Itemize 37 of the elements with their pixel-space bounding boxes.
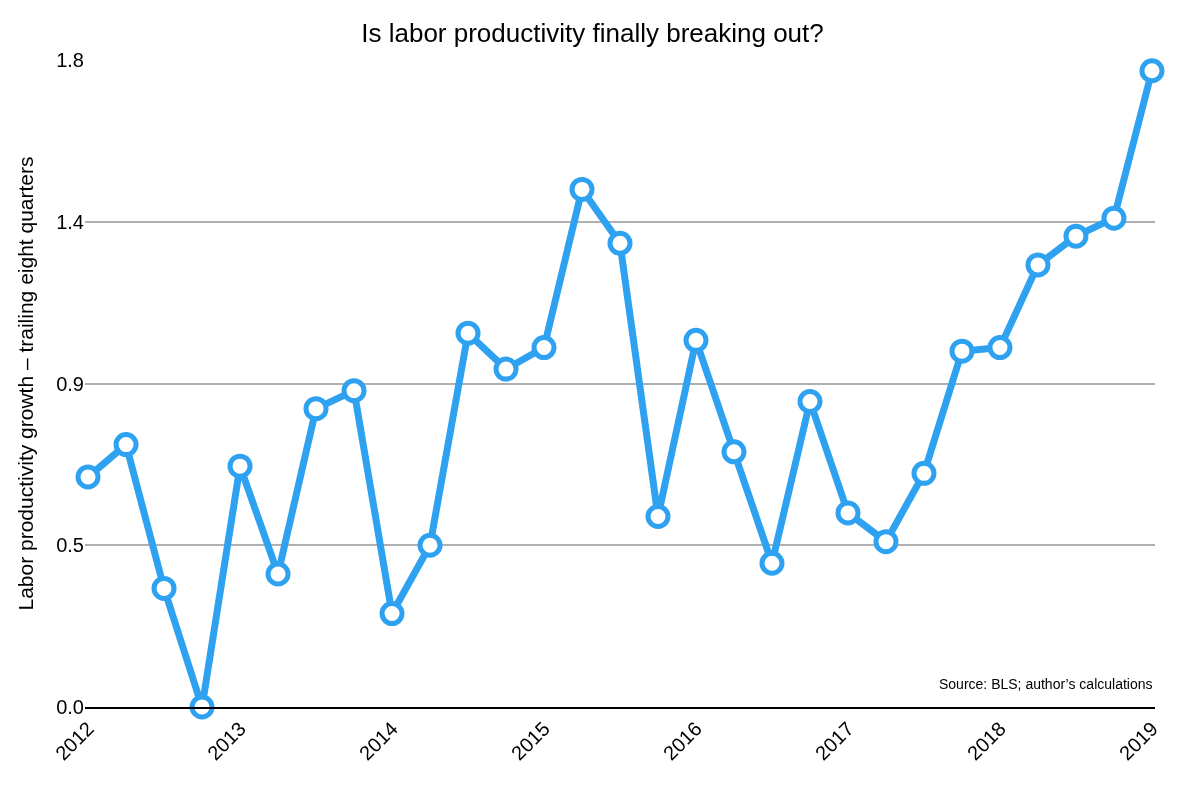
point <box>873 529 899 555</box>
point <box>1101 205 1127 231</box>
point <box>911 460 937 486</box>
point <box>1063 223 1089 249</box>
point <box>265 561 291 587</box>
y-tick-label: 0.0 <box>56 696 84 718</box>
chart-title: Is labor productivity finally breaking out? <box>361 17 824 48</box>
y-tick-label: 0.9 <box>56 372 84 395</box>
point <box>113 432 139 458</box>
point <box>189 694 215 720</box>
point <box>417 532 443 558</box>
point <box>341 378 367 404</box>
point <box>569 176 595 202</box>
point <box>1139 58 1165 84</box>
y-tick-label: 0.5 <box>56 534 84 557</box>
point <box>759 550 785 576</box>
annotation: Source: BLS; author’s calculations <box>939 676 1153 692</box>
point <box>835 500 861 526</box>
y-tick-label: 1.8 <box>56 49 84 71</box>
point <box>531 335 557 361</box>
point <box>493 356 519 382</box>
point <box>1025 252 1051 278</box>
point <box>75 464 101 490</box>
y-tick-label: 1.4 <box>56 210 84 233</box>
point <box>607 230 633 256</box>
point <box>455 320 481 346</box>
point <box>797 388 823 414</box>
point <box>151 575 177 601</box>
point <box>303 396 329 422</box>
point <box>949 338 975 364</box>
point <box>645 503 671 529</box>
point <box>379 601 405 627</box>
point <box>227 453 253 479</box>
point <box>987 335 1013 361</box>
y-axis-title: Labor productivity growth – trailing eight quarters <box>14 156 37 611</box>
point <box>683 327 709 353</box>
point <box>721 439 747 465</box>
